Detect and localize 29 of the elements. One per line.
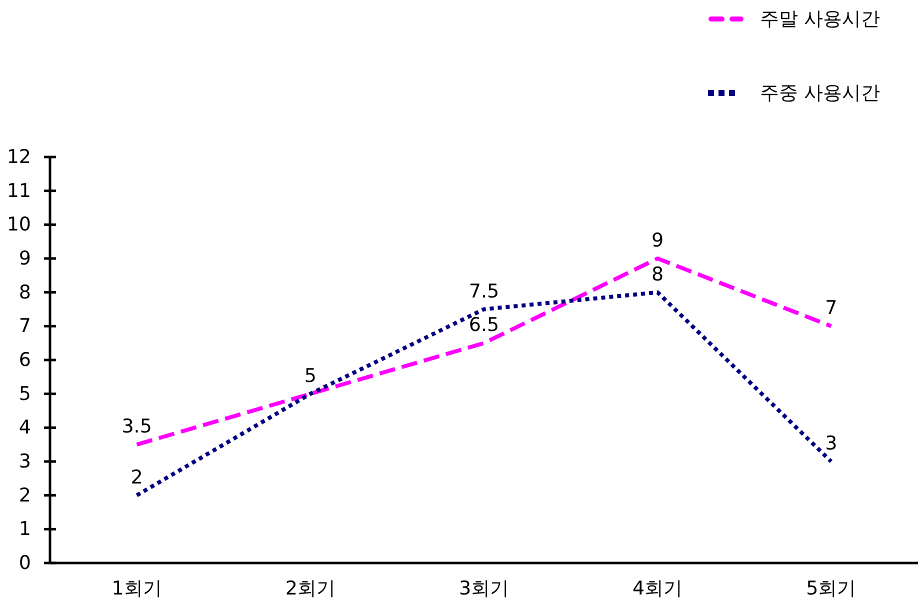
data-label: 7.5	[468, 280, 500, 302]
legend-label: 주말 사용시간	[760, 6, 880, 32]
y-tick-label: 7	[18, 315, 31, 338]
data-label: 3	[825, 432, 838, 454]
x-tick-label: 2회기	[285, 577, 336, 600]
legend-label: 주중 사용시간	[760, 80, 880, 106]
y-tick-label: 11	[6, 180, 31, 202]
data-label: 3.5	[122, 416, 152, 438]
x-tick-label: 3회기	[458, 577, 510, 600]
y-tick-label: 5	[18, 382, 31, 405]
data-label: 8	[652, 263, 664, 286]
y-tick-label: 9	[18, 248, 31, 270]
y-tick-label: 10	[6, 214, 31, 236]
y-tick-label: 12	[6, 146, 31, 168]
y-tick-label: 8	[18, 281, 31, 304]
y-tick-label: 2	[18, 484, 31, 506]
data-label: 2	[130, 466, 143, 488]
y-tick-label: 4	[18, 416, 31, 439]
data-label: 6.5	[468, 314, 500, 336]
x-tick-label: 5회기	[806, 577, 856, 600]
y-tick-label: 6	[18, 349, 31, 371]
data-label: 7	[825, 297, 838, 320]
y-tick-label: 1	[18, 518, 31, 540]
x-tick-label: 4회기	[632, 577, 683, 600]
data-label: 9	[652, 230, 664, 252]
x-tick-label: 1회기	[112, 577, 162, 600]
data-label: 5	[304, 364, 316, 387]
y-tick-label: 0	[18, 552, 31, 574]
y-tick-label: 3	[18, 450, 31, 472]
